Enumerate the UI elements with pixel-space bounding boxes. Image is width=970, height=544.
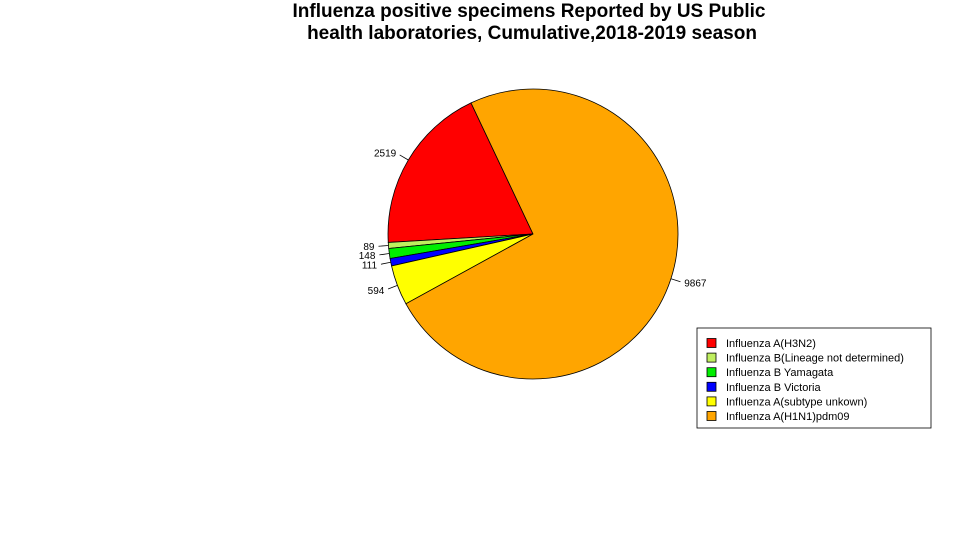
- legend-swatch-influenza-a-h3n2: [706, 338, 717, 348]
- legend-entry-influenza-a-h3n2: Influenza A(H3N2): [726, 338, 816, 350]
- legend-box: [696, 327, 932, 429]
- pie-slice-label-influenza-a-subtype-unkown: 594: [368, 286, 385, 297]
- pie-label-tick-influenza-a-subtype-unkown: [387, 285, 398, 290]
- pie-slices: [387, 88, 679, 380]
- pie-slice-influenza-a-h1n1-pdm09: [405, 88, 679, 380]
- pie-label-tick-influenza-a-h1n1-pdm09: [670, 278, 681, 283]
- legend: Influenza A(H3N2) Influenza B(Lineage not…: [696, 327, 932, 429]
- pie-label-tick-influenza-b-yamagata: [379, 253, 390, 256]
- pie-slice-label-influenza-a-h3n2: 2519: [374, 148, 397, 159]
- chart-title: Influenza positive specimens Reported by…: [293, 1, 766, 44]
- legend-entry-influenza-a-h1n1-pdm09: Influenza A(H1N1)pdm09: [726, 411, 850, 423]
- pie-slice-label-influenza-b-lineage-not-determined: 89: [363, 242, 375, 253]
- pie-slice-label-influenza-a-h1n1-pdm09: 9867: [684, 279, 707, 290]
- legend-entry-influenza-a-subtype-unkown: Influenza A(subtype unkown): [726, 396, 867, 408]
- legend-entry-influenza-b-victoria: Influenza B Victoria: [726, 382, 821, 394]
- legend-swatch-influenza-b-lineage-not-determined: [706, 352, 717, 363]
- chart-title-line-2: health laboratories, Cumulative,2018-201…: [307, 23, 757, 44]
- pie-slice-label-influenza-b-yamagata: 148: [359, 251, 376, 262]
- pie-label-tick-influenza-b-victoria: [380, 261, 391, 265]
- legend-swatch-influenza-a-subtype-unkown: [706, 396, 717, 407]
- pie-label-tick-influenza-b-lineage-not-determined: [378, 245, 389, 247]
- pie-label-tick-influenza-a-h3n2: [399, 154, 409, 161]
- legend-entry-influenza-b-yamagata: Influenza B Yamagata: [726, 367, 834, 379]
- chart-title-line-1: Influenza positive specimens Reported by…: [293, 1, 766, 22]
- pie-slice-label-influenza-b-victoria: 111: [362, 260, 378, 271]
- legend-entry-influenza-b-lineage-not-determined: Influenza B(Lineage not determined): [726, 353, 904, 365]
- legend-swatch-influenza-b-yamagata: [706, 367, 717, 378]
- legend-swatch-influenza-b-victoria: [706, 381, 717, 392]
- legend-swatch-influenza-a-h1n1-pdm09: [706, 411, 717, 421]
